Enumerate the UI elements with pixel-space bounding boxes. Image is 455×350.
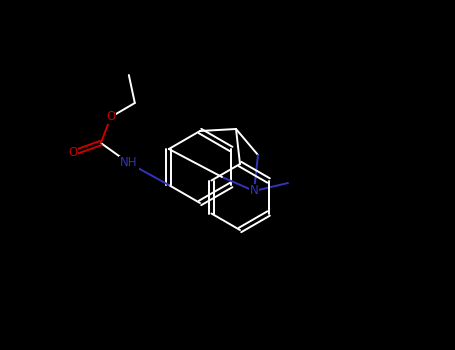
Text: N: N — [250, 184, 258, 197]
Text: NH: NH — [120, 156, 137, 169]
Text: O: O — [68, 147, 77, 160]
Text: O: O — [106, 111, 116, 124]
